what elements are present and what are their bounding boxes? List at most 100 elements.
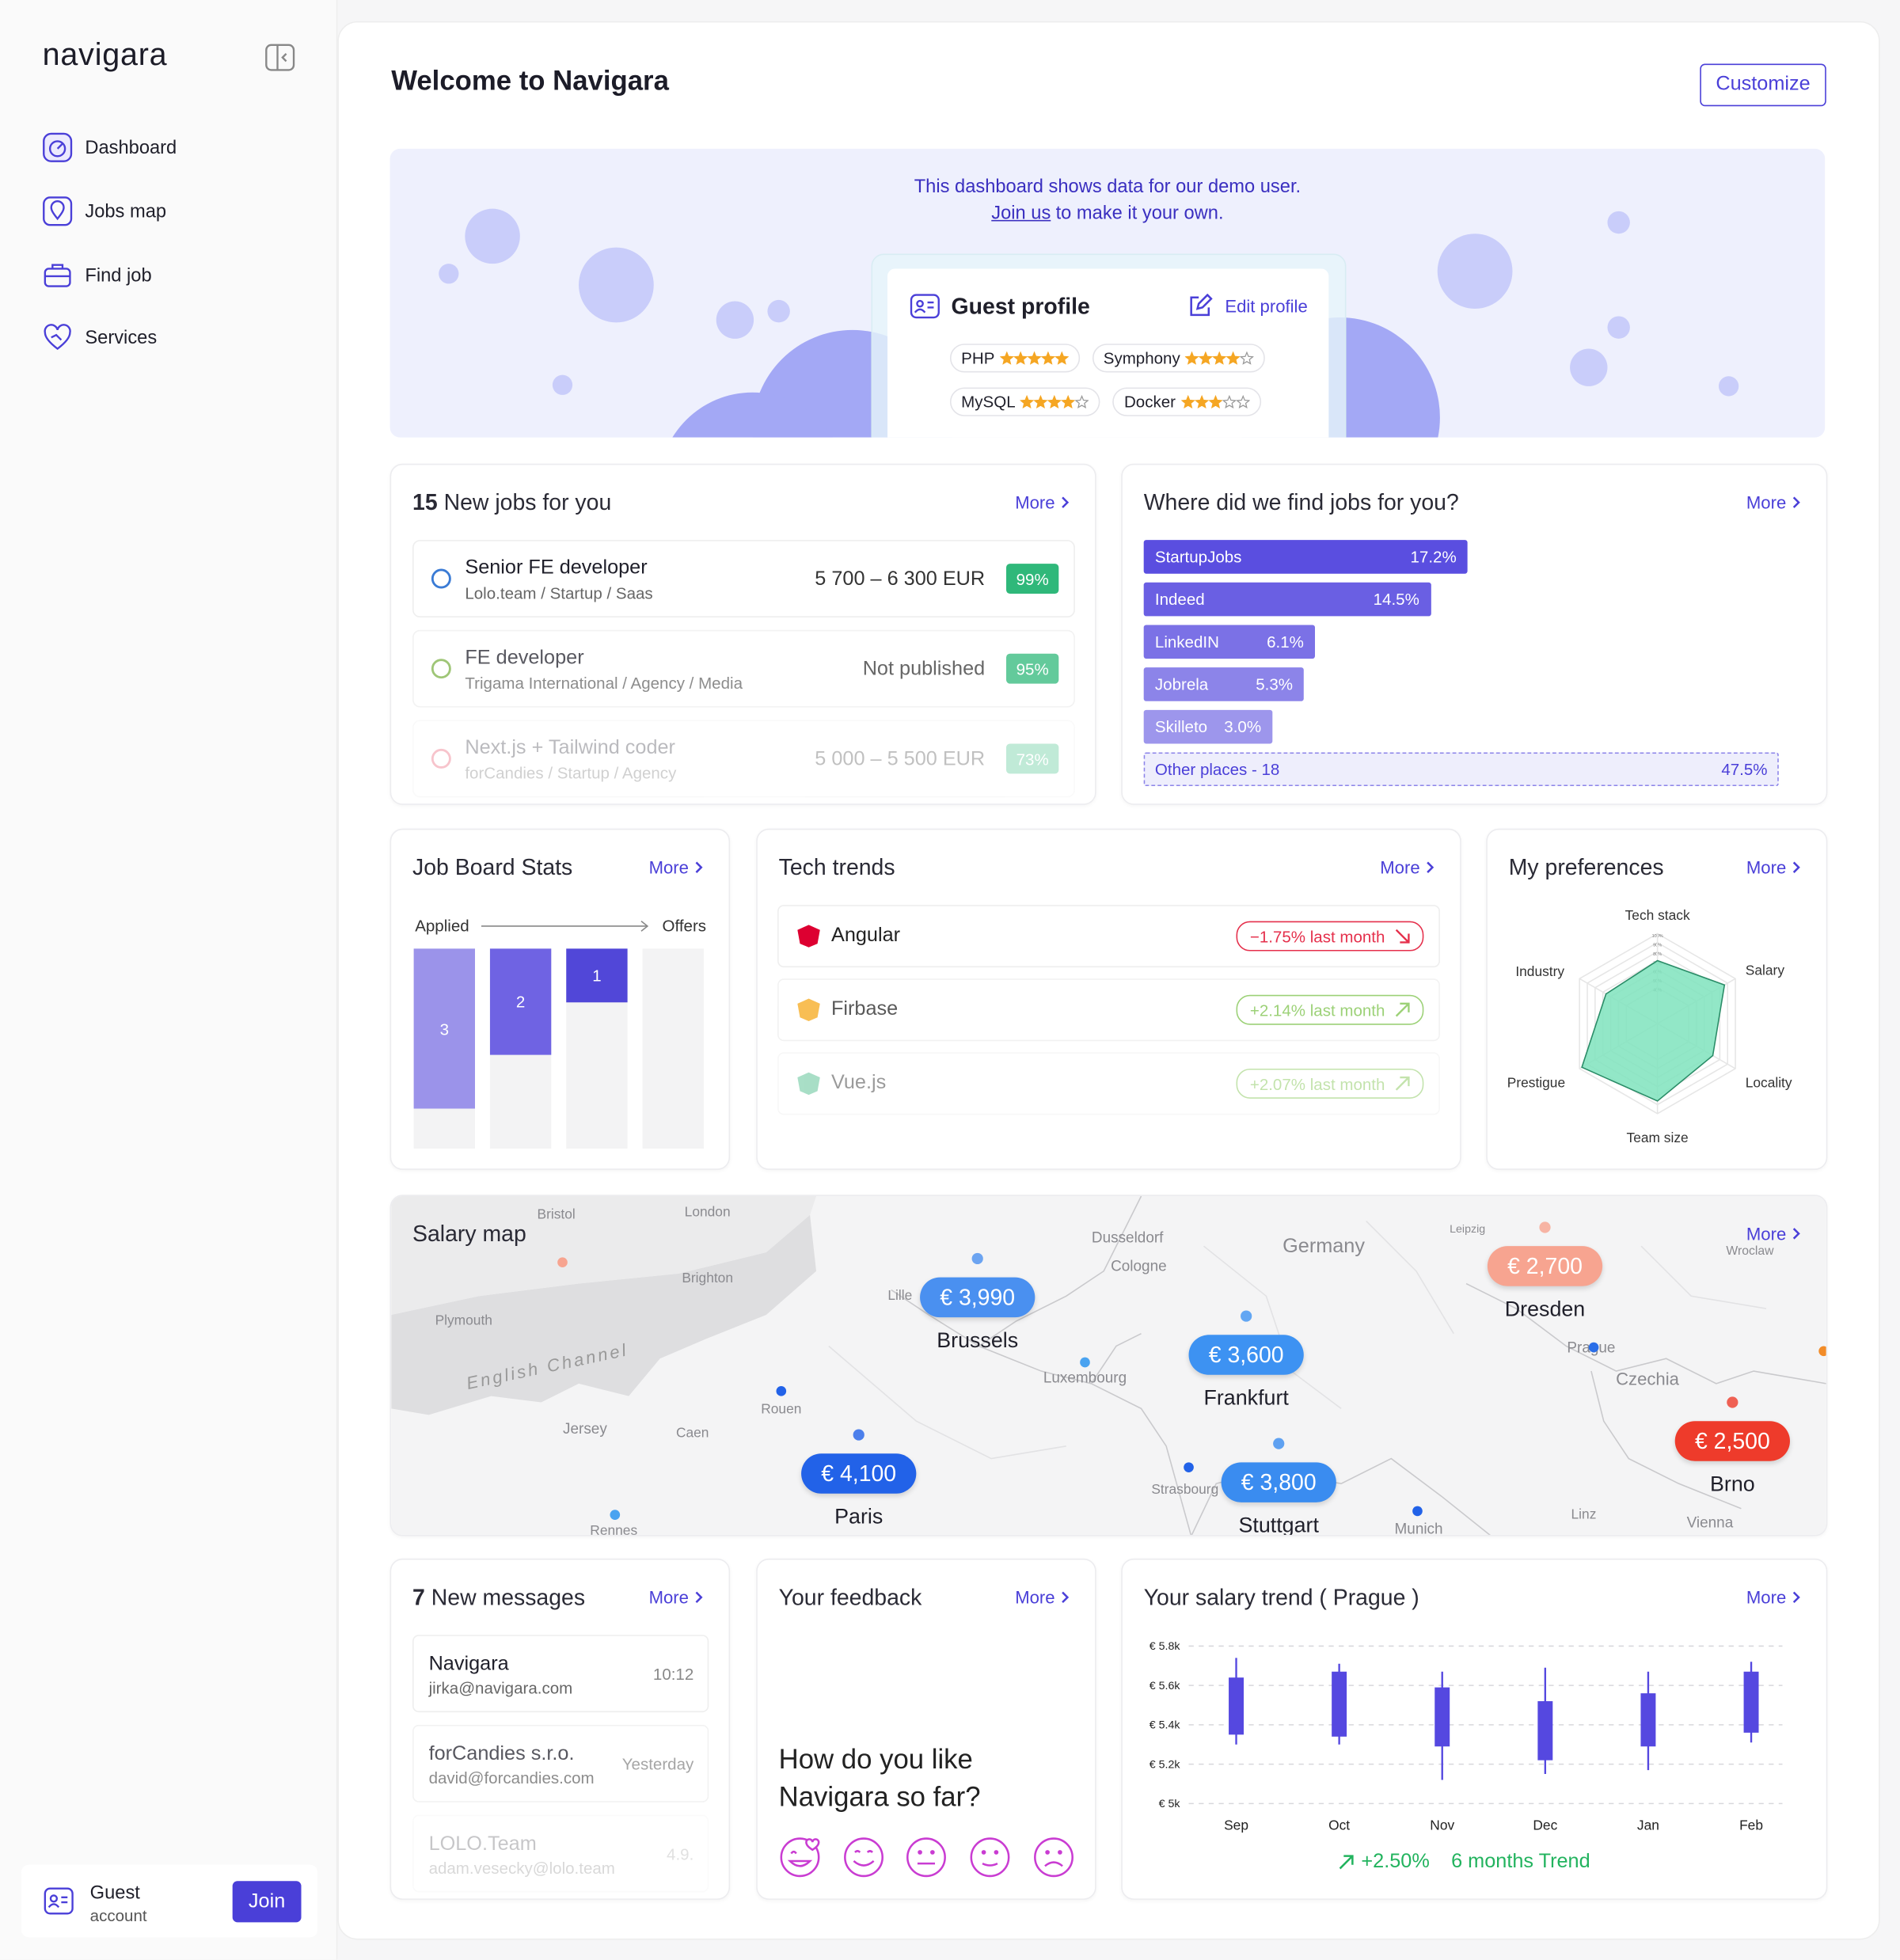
tech-logo: [797, 1072, 820, 1096]
face-sad[interactable]: [1034, 1837, 1074, 1878]
face-happy[interactable]: [844, 1837, 884, 1878]
place-label: Rennes: [590, 1522, 637, 1536]
place-label: Brighton: [682, 1270, 733, 1286]
star: [1054, 351, 1069, 365]
board-bar: 1: [566, 948, 628, 1002]
regions: [828, 1221, 1767, 1460]
england: [391, 1196, 817, 1316]
sources-card: Where did we find jobs for you? More Sta…: [1121, 463, 1828, 805]
salary-pill[interactable]: € 3,800: [1221, 1462, 1336, 1502]
message-row[interactable]: forCandies s.r.o. david@forcandies.com Yes…: [412, 1724, 709, 1802]
nav-icon: [44, 324, 71, 350]
star: [1194, 394, 1209, 409]
page-title: Welcome to Navigara: [391, 65, 669, 97]
star: [1180, 394, 1195, 409]
job-title: FE developer: [465, 647, 584, 669]
company-logo: [431, 659, 451, 679]
candle-body: [1229, 1677, 1244, 1735]
arrow: [1395, 929, 1410, 944]
message-row[interactable]: LOLO.Team adam.vesecky@lolo.team 4.9.: [412, 1814, 709, 1893]
tech-logo: [797, 998, 820, 1021]
preferences-card: My preferences More 40%50%60%70%80%90%10…: [1486, 828, 1828, 1170]
more-link[interactable]: More: [1746, 1587, 1801, 1607]
city-dot: [1727, 1396, 1738, 1408]
x-tick-label: Jan: [1637, 1818, 1659, 1833]
skill-pill: Symphony: [1092, 344, 1266, 373]
other-value: 47.5%: [1721, 759, 1768, 779]
skill-name: MySQL: [961, 392, 1016, 412]
source-value: 3.0%: [1224, 717, 1262, 736]
salary-pill[interactable]: € 2,700: [1487, 1246, 1603, 1286]
chevron: [1062, 496, 1070, 508]
more-link[interactable]: More: [1015, 492, 1070, 512]
tech-logo: [797, 925, 820, 948]
job-row[interactable]: FE developer Trigama International / Agen…: [412, 629, 1075, 708]
nav-item[interactable]: Jobs map: [43, 196, 166, 226]
map-dot: [1184, 1462, 1194, 1472]
place-label: Cologne: [1111, 1259, 1167, 1275]
axis-label: Locality: [1746, 1075, 1792, 1091]
salary-pill[interactable]: € 3,600: [1188, 1335, 1304, 1375]
nav-icon: [43, 132, 73, 162]
job-row[interactable]: Next.js + Tailwind coder forCandies / Sta…: [412, 720, 1075, 798]
time: 10:12: [652, 1665, 694, 1684]
logo-mark: [431, 659, 451, 679]
map-dot: [557, 1257, 568, 1268]
more-link[interactable]: More: [1746, 492, 1801, 512]
job-title: Senior FE developer: [465, 557, 648, 579]
edit-profile[interactable]: Edit profile: [1225, 296, 1308, 317]
more-link[interactable]: More: [1380, 857, 1434, 877]
collapse-icon[interactable]: [265, 44, 295, 71]
city-dot: [1539, 1221, 1551, 1233]
salary-pill[interactable]: € 3,990: [920, 1277, 1036, 1318]
chevron: [695, 1591, 703, 1604]
x-tick-label: Oct: [1328, 1818, 1350, 1833]
sidebar: navigara Dashboard Jobs map Find job Ser…: [0, 0, 338, 1960]
more-link[interactable]: More: [649, 1587, 704, 1607]
customize-button[interactable]: Customize: [1700, 63, 1826, 107]
message-row[interactable]: Navigara jirka@navigara.com 10:12: [412, 1635, 709, 1713]
place-label: Dusseldorf: [1092, 1229, 1164, 1246]
city-name: Frankfurt: [1203, 1386, 1289, 1410]
join-button[interactable]: Join: [232, 1881, 302, 1923]
place-label: Germany: [1282, 1235, 1365, 1257]
trend-change: +2.07% last month: [1249, 1074, 1385, 1093]
salary-pill[interactable]: € 2,500: [1674, 1421, 1790, 1461]
city-name: Brussels: [937, 1328, 1019, 1353]
nav-item[interactable]: Find job: [43, 260, 152, 290]
x-tick-label: Feb: [1739, 1818, 1763, 1833]
nav-label: Services: [85, 326, 158, 348]
place-label: Linz: [1571, 1506, 1597, 1521]
star: [1207, 394, 1222, 409]
more-link[interactable]: More: [1746, 857, 1801, 877]
more-link[interactable]: More: [1746, 1224, 1801, 1244]
candle-body: [1743, 1671, 1759, 1733]
more-link[interactable]: More: [649, 857, 704, 877]
candle-body: [1332, 1671, 1347, 1737]
trends-card: Tech trends More Angular −1.75% last mont…: [756, 828, 1461, 1170]
logo-mark: [431, 568, 451, 589]
face-love[interactable]: [780, 1837, 820, 1878]
nav-item[interactable]: Dashboard: [43, 132, 177, 162]
face-meh[interactable]: [970, 1837, 1010, 1878]
job-row[interactable]: Senior FE developer Lolo.team / Startup /…: [412, 540, 1075, 617]
card-title: Where did we find jobs for you?: [1143, 489, 1459, 515]
feedback-card: Your feedback More How do you like Navig…: [756, 1558, 1096, 1900]
chevron: [1062, 1591, 1070, 1604]
trend-row: Firbase +2.14% last month: [777, 978, 1440, 1042]
more-text: More: [1380, 857, 1420, 878]
more-link[interactable]: More: [1015, 1587, 1070, 1607]
join-link[interactable]: Join us: [991, 202, 1051, 224]
more-text: More: [648, 857, 689, 878]
place-label: Caen: [676, 1425, 709, 1441]
face-neutral[interactable]: [906, 1837, 946, 1878]
nav-item[interactable]: Services: [43, 322, 158, 352]
skill-name: Docker: [1123, 392, 1176, 412]
city-dot: [1273, 1438, 1285, 1449]
trend-row: Angular −1.75% last month: [777, 905, 1440, 968]
place-label: Munich: [1395, 1521, 1443, 1536]
salary-pill[interactable]: € 4,100: [801, 1453, 917, 1494]
source-name: Indeed: [1154, 590, 1205, 609]
candle-body: [1537, 1701, 1553, 1761]
